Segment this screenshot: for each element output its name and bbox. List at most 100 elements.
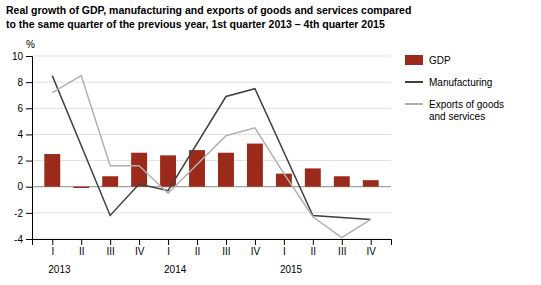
bar [131,153,147,187]
legend-item: Exports of goodsand services [405,99,504,122]
y-tick-label: 4 [17,129,23,140]
title-line: to the same quarter of the previous year… [6,18,385,30]
x-tick: III [106,239,114,257]
y-tick: -4 [14,234,32,245]
bar [73,187,89,188]
legend-item: Manufacturing [405,77,492,88]
bar [363,180,379,187]
x-tick-label: II [79,246,85,257]
x-tick-label: IV [367,246,377,257]
bar [276,174,292,187]
legend-item: GDP [405,55,451,66]
bar [305,168,321,186]
x-tick: III [338,239,346,257]
y-tick-mark [26,213,32,214]
y-tick-label: -2 [14,208,23,219]
legend-label: Exports of goodsand services [429,99,504,122]
year-label: 2014 [164,264,187,275]
y-tick: -2 [14,208,32,219]
x-tick: I [51,239,54,257]
y-tick: 10 [12,51,32,62]
y-tick-label: 10 [12,51,24,62]
x-tick-mark [255,239,256,245]
x-tick-label: I [51,246,54,257]
y-tick-mark [26,239,32,240]
x-tick-label: II [311,246,317,257]
x-tick: IV [367,239,377,257]
x-axis-line [33,240,392,246]
x-tick-mark [110,239,111,245]
x-tick-label: IV [135,246,145,257]
x-tick: I [167,239,170,257]
chart: Real growth of GDP, manufacturing and ex… [0,0,541,285]
bar [218,153,234,187]
x-tick-label: I [283,246,286,257]
x-tick-mark [226,239,227,245]
y-tick-mark [26,161,32,162]
year-label: 2015 [280,264,303,275]
legend-label-line: Manufacturing [429,77,492,88]
bar [334,176,350,186]
legend-label-line: GDP [429,55,451,66]
grid-line [32,134,391,135]
bar [102,176,118,186]
x-tick: II [79,239,85,257]
x-tick-mark [168,239,169,245]
y-tick: 6 [17,103,32,114]
y-tick: 8 [17,77,32,88]
x-tick-label: I [167,246,170,257]
y-label: % [26,39,35,50]
legend-swatch [405,55,423,65]
plot: IIIIIIIVIIIIIIIVIIIIIIIV-4-20246810%2013… [12,39,392,275]
grid-line [32,56,391,57]
x-tick: IV [251,239,261,257]
x-tick-label: II [195,246,201,257]
bar [189,150,205,187]
x-tick-mark [342,239,343,245]
y-axis-line [26,57,33,240]
y-tick-mark [26,187,32,188]
y-tick-label: 6 [17,103,23,114]
grid [32,56,391,239]
y-tick-mark [26,108,32,109]
x-tick: I [283,239,286,257]
grid-line [32,108,391,109]
x-tick: II [195,239,201,257]
x-tick-label: IV [251,246,261,257]
line [52,76,370,220]
x-tick-mark [371,239,372,245]
x-tick-mark [313,239,314,245]
legend: GDP Manufacturing Exports of goodsand serv… [405,55,504,122]
title-line: Real growth of GDP, manufacturing and ex… [6,4,411,16]
y-tick: 4 [17,129,32,140]
y-tick-mark [26,56,32,57]
y-axis: -4 -2 0 2 4 6 8 10 [12,51,33,245]
x-tick: II [311,239,317,257]
title: Real growth of GDP, manufacturing and ex… [6,4,411,30]
legend-swatch [405,81,423,83]
y-tick: 2 [17,155,32,166]
grid-line [32,82,391,83]
x-axis: IIIIIIIVIIIIIIIVIIIIIIIV [33,239,392,257]
year-label: 2013 [48,264,71,275]
bar [247,144,263,187]
x-tick-mark [197,239,198,245]
x-tick: IV [135,239,145,257]
line [52,76,370,238]
bar [44,154,60,187]
y-tick-label: 0 [17,181,23,192]
x-tick-mark [284,239,285,245]
y-tick-mark [26,134,32,135]
x-tick-mark [139,239,140,245]
x-tick: III [222,239,230,257]
y-tick-label: 8 [17,77,23,88]
x-tick-mark [81,239,82,245]
x-tick-label: III [222,246,230,257]
legend-label-line: Exports of goods [429,99,504,110]
y-tick-label: -4 [14,234,23,245]
x-tick-label: III [106,246,114,257]
grid-line [32,212,391,213]
legend-label: GDP [429,55,451,66]
x-tick-label: III [338,246,346,257]
grid-line [32,160,391,161]
